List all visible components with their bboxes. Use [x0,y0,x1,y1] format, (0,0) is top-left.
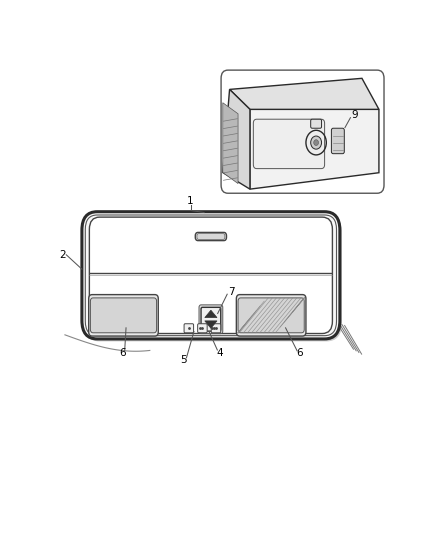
Text: 7: 7 [228,287,235,297]
FancyBboxPatch shape [332,128,344,154]
FancyBboxPatch shape [201,308,221,331]
Polygon shape [250,109,379,189]
FancyBboxPatch shape [195,232,226,240]
Circle shape [311,136,321,149]
Polygon shape [230,78,379,109]
FancyBboxPatch shape [311,119,321,128]
Text: 1: 1 [187,197,194,206]
Polygon shape [223,90,250,189]
Text: 5: 5 [180,356,187,365]
Polygon shape [223,103,238,183]
FancyBboxPatch shape [184,324,194,333]
Text: 4: 4 [216,348,223,358]
Text: 2: 2 [59,250,66,260]
FancyBboxPatch shape [89,217,332,334]
FancyBboxPatch shape [198,324,207,333]
FancyBboxPatch shape [82,212,340,339]
Text: 6: 6 [119,348,126,358]
FancyBboxPatch shape [238,298,304,333]
Circle shape [314,140,318,146]
FancyBboxPatch shape [253,119,325,168]
Polygon shape [205,321,217,328]
FancyBboxPatch shape [199,305,223,334]
FancyBboxPatch shape [211,324,221,333]
Polygon shape [205,310,217,318]
FancyBboxPatch shape [88,295,158,336]
FancyBboxPatch shape [90,298,156,333]
Text: 6: 6 [296,348,303,358]
FancyBboxPatch shape [84,214,342,342]
FancyBboxPatch shape [237,295,306,336]
Text: 9: 9 [352,110,358,120]
